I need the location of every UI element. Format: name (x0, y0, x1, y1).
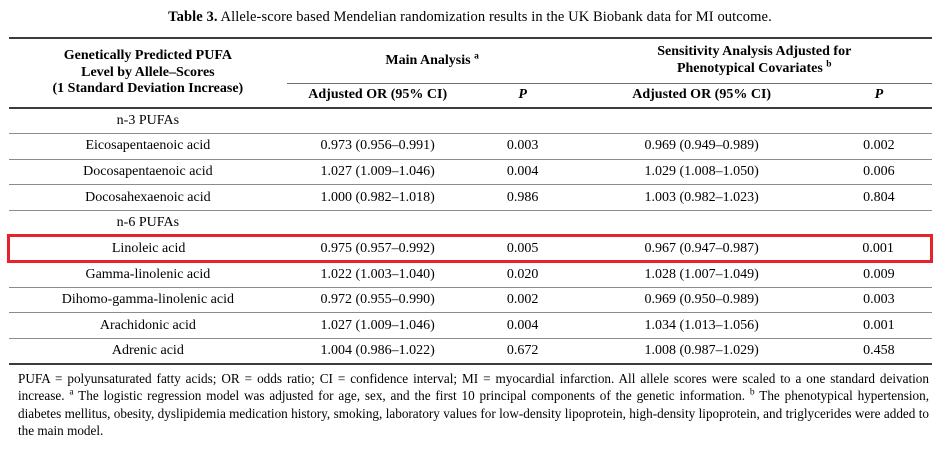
p-main-cell: 0.672 (468, 338, 578, 365)
p-main-cell: 0.005 (468, 234, 578, 264)
or-main-cell: 0.973 (0.956–0.991) (287, 133, 469, 160)
or-main-cell: 1.027 (1.009–1.046) (287, 159, 469, 186)
header-row-groups: Genetically Predicted PUFA Level by Alle… (8, 38, 932, 109)
or-sens-cell: 1.003 (0.982–1.023) (577, 184, 827, 211)
footnote-mark-a: a (69, 387, 74, 398)
pufa-name-cell: Eicosapentaenoic acid (8, 133, 288, 160)
p-sens-cell: 0.458 (826, 338, 932, 365)
section-label: n-3 PUFAs (8, 108, 288, 135)
section-label: n-6 PUFAs (8, 210, 288, 237)
footnote-mark-b: b (749, 387, 755, 398)
p-sens-cell: 0.009 (826, 261, 932, 288)
pufa-name-cell: Docosapentaenoic acid (8, 159, 288, 186)
section-row-n6-pufas: n-6 PUFAs (8, 210, 932, 237)
highlighted-row-linoleic-acid: Linoleic acid 0.975 (0.957–0.992) 0.005 … (7, 234, 934, 264)
or-sens-cell: 0.969 (0.950–0.989) (577, 287, 827, 314)
p-main-cell: 0.004 (468, 312, 578, 339)
header-adjusted-or-main: Adjusted OR (95% CI) (287, 83, 469, 109)
main-analysis-footnote-mark: a (474, 50, 479, 61)
footnote-abbreviations: PUFA = polyunsaturated fatty acids; OR =… (18, 370, 929, 404)
header-sensitivity-analysis: Sensitivity Analysis Adjusted for Phenot… (577, 38, 932, 84)
p-sens-cell: 0.002 (826, 133, 932, 160)
pufa-name-cell: Dihomo-gamma-linolenic acid (8, 287, 288, 314)
or-sens-cell: 1.034 (1.013–1.056) (577, 312, 827, 339)
table-row-docosapentaenoic-acid: Docosapentaenoic acid 1.027 (1.009–1.046… (8, 159, 932, 186)
header-p-sens: P (826, 83, 932, 109)
mr-results-table: Genetically Predicted PUFA Level by Alle… (7, 37, 934, 365)
sensitivity-label-line2: Phenotypical Covariates (676, 60, 823, 76)
pufa-name-cell: Linoleic acid (7, 234, 288, 264)
table-row-docosahexaenoic-acid: Docosahexaenoic acid 1.000 (0.982–1.018)… (8, 184, 932, 211)
or-main-cell: 1.022 (1.003–1.040) (287, 261, 469, 288)
or-sens-cell: 1.028 (1.007–1.049) (577, 261, 827, 288)
table-caption-label: Table 3. (168, 9, 218, 25)
header-p-main: P (468, 83, 578, 109)
or-main-cell: 0.975 (0.957–0.992) (287, 234, 469, 264)
header-main-analysis: Main Analysis a (287, 38, 578, 84)
p-main-cell: 0.002 (468, 287, 578, 314)
p-main-cell: 0.003 (468, 133, 578, 160)
section-row-n3-pufas: n-3 PUFAs (8, 108, 932, 135)
sensitivity-footnote-mark: b (826, 59, 832, 70)
or-main-cell: 1.004 (0.986–1.022) (287, 338, 469, 365)
p-sens-cell: 0.001 (826, 234, 934, 264)
pufa-name-cell: Gamma-linolenic acid (8, 261, 288, 288)
footnote-main-model: The logistic regression model was adjust… (73, 388, 750, 404)
table-row-eicosapentaenoic-acid: Eicosapentaenoic acid 0.973 (0.956–0.991… (8, 133, 932, 160)
or-sens-cell: 0.969 (0.949–0.989) (577, 133, 827, 160)
header-adjusted-or-sens: Adjusted OR (95% CI) (577, 83, 827, 109)
table-row-arachidonic-acid: Arachidonic acid 1.027 (1.009–1.046) 0.0… (8, 312, 932, 339)
footnote-sensitivity-model: The phenotypical hypertension, diabetes … (18, 388, 929, 439)
pufa-name-cell: Docosahexaenoic acid (8, 184, 288, 211)
main-analysis-label: Main Analysis (385, 52, 471, 68)
or-sens-cell: 1.008 (0.987–1.029) (577, 338, 827, 365)
p-main-cell: 0.986 (468, 184, 578, 211)
p-sens-cell: 0.804 (826, 184, 932, 211)
exposure-header-line2: Level by Allele–Scores (81, 64, 215, 80)
table-row-adrenic-acid: Adrenic acid 1.004 (0.986–1.022) 0.672 1… (8, 338, 932, 365)
table-row-dihomo-gamma-linolenic-acid: Dihomo-gamma-linolenic acid 0.972 (0.955… (8, 287, 932, 314)
p-sens-cell: 0.003 (826, 287, 932, 314)
table-footnote: PUFA = polyunsaturated fatty acids; OR =… (18, 370, 929, 440)
or-main-cell: 0.972 (0.955–0.990) (287, 287, 469, 314)
table-caption-text: Allele-score based Mendelian randomizati… (217, 9, 772, 25)
or-sens-cell: 1.029 (1.008–1.050) (577, 159, 827, 186)
or-main-cell: 1.027 (1.009–1.046) (287, 312, 469, 339)
table-row-gamma-linolenic-acid: Gamma-linolenic acid 1.022 (1.003–1.040)… (8, 261, 932, 288)
p-main-cell: 0.020 (468, 261, 578, 288)
header-row-subcolumns: Adjusted OR (95% CI) P Adjusted OR (95% … (9, 83, 932, 109)
or-sens-cell: 0.967 (0.947–0.987) (577, 234, 827, 264)
exposure-header-line1: Genetically Predicted PUFA (63, 48, 232, 64)
p-sens-cell: 0.006 (826, 159, 932, 186)
pufa-name-cell: Adrenic acid (8, 338, 288, 365)
sensitivity-label-line1: Sensitivity Analysis Adjusted for (657, 44, 852, 60)
header-exposure-column: Genetically Predicted PUFA Level by Alle… (8, 38, 288, 109)
p-sens-cell: 0.001 (826, 312, 932, 339)
or-main-cell: 1.000 (0.982–1.018) (287, 184, 469, 211)
table-caption: Table 3. Allele-score based Mendelian ra… (0, 0, 940, 26)
exposure-header-line3: (1 Standard Deviation Increase) (52, 81, 244, 97)
p-main-cell: 0.004 (468, 159, 578, 186)
pufa-name-cell: Arachidonic acid (8, 312, 288, 339)
